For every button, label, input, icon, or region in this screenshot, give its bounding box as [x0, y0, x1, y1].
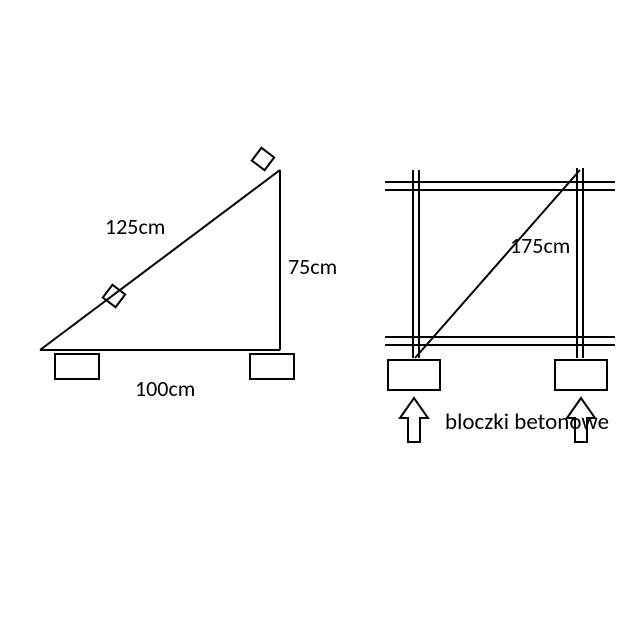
concrete-block — [388, 360, 440, 390]
right-top-view — [0, 0, 640, 640]
diagram-canvas: 125cm 100cm 75cm 175cm bloczki betonowe — [0, 0, 640, 640]
arrow-up-icon — [400, 398, 428, 442]
concrete-block — [555, 360, 607, 390]
diagonal-brace — [415, 170, 580, 358]
blocks-caption: bloczki betonowe — [445, 408, 609, 436]
diagonal-label: 175cm — [510, 232, 570, 259]
